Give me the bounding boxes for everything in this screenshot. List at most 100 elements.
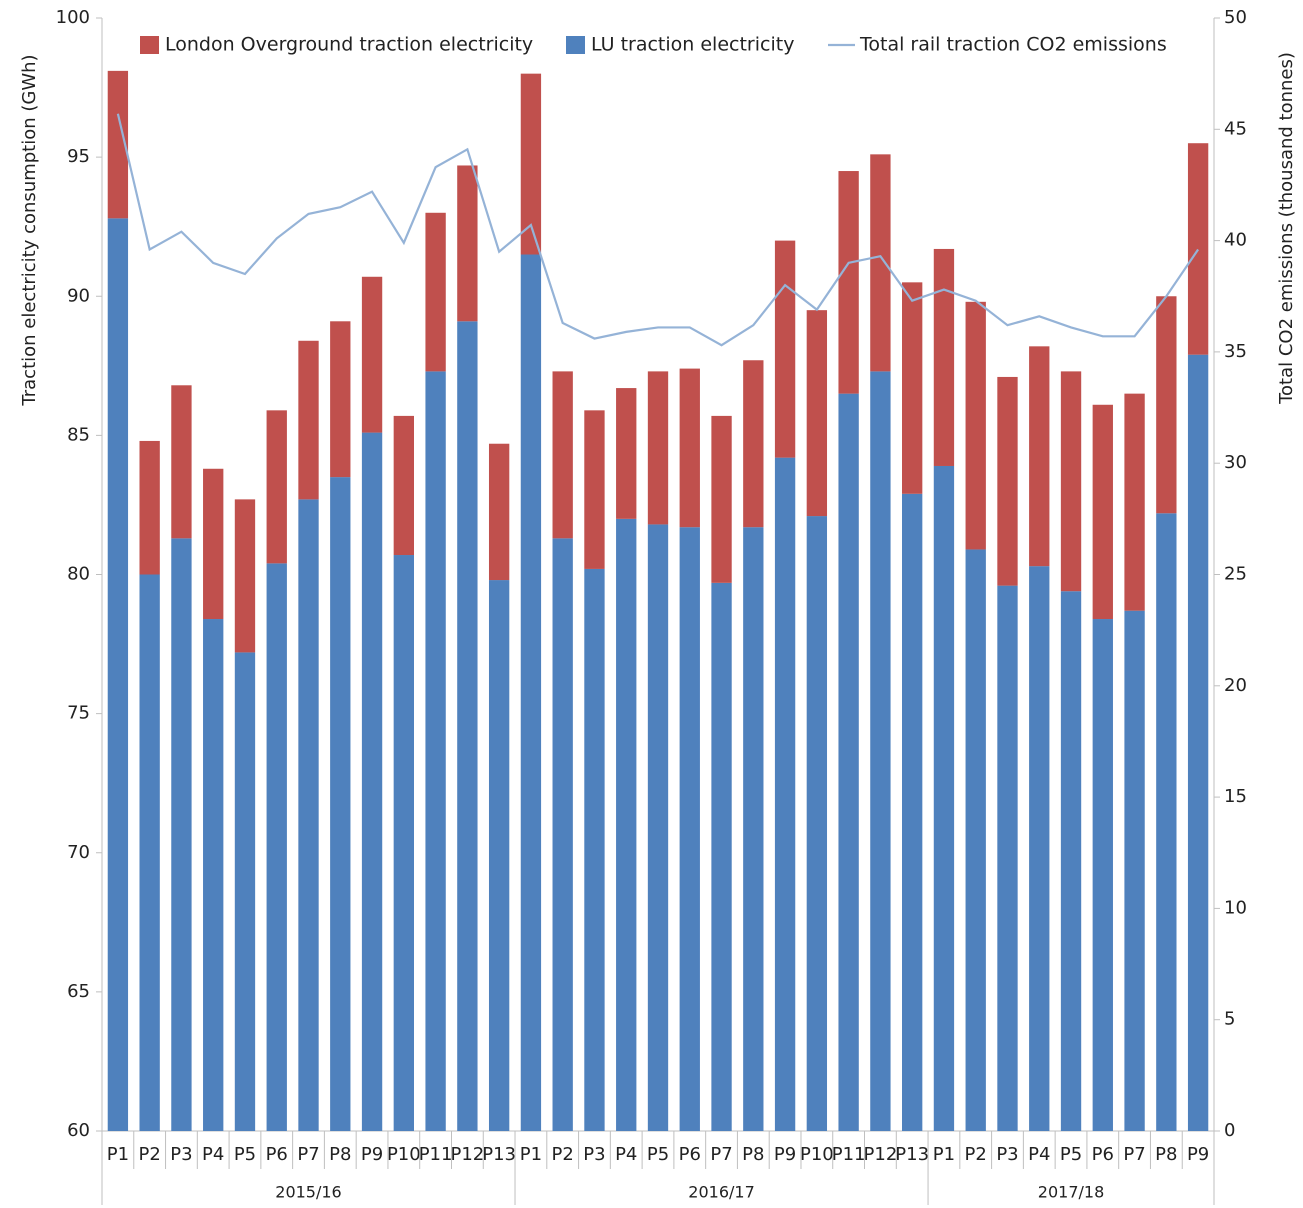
- bar: [774, 457, 796, 1131]
- bar: [552, 538, 573, 1131]
- bar: [107, 70, 129, 219]
- x-tick-label: P1: [933, 1144, 955, 1165]
- bar: [870, 154, 891, 372]
- y-axis-title: Traction electricity consumption (GWh): [19, 54, 40, 406]
- y-tick-label: 60: [67, 1120, 90, 1141]
- x-tick-label: P11: [832, 1144, 866, 1165]
- x-tick-label: P13: [482, 1144, 516, 1165]
- x-tick-label: P3: [996, 1144, 1018, 1165]
- x-tick-label: P5: [1060, 1144, 1082, 1165]
- bar: [1029, 346, 1050, 567]
- bar: [933, 248, 955, 466]
- bar: [933, 465, 955, 1131]
- bar: [584, 410, 605, 569]
- bar: [997, 376, 1018, 586]
- bar: [902, 282, 923, 494]
- bar: [584, 568, 605, 1131]
- bar: [1092, 404, 1113, 620]
- bar: [965, 549, 986, 1131]
- y-tick-label: 90: [67, 285, 90, 306]
- y2-tick-label: 30: [1224, 452, 1247, 473]
- x-tick-label: P10: [800, 1144, 834, 1165]
- bar: [552, 371, 573, 539]
- x-tick-label: P7: [710, 1144, 732, 1165]
- x-tick-label: P3: [170, 1144, 192, 1165]
- x-tick-label: P11: [419, 1144, 453, 1165]
- legend-swatch: [140, 36, 159, 54]
- x-tick-label: P6: [679, 1144, 701, 1165]
- x-tick-label: P3: [583, 1144, 605, 1165]
- x-tick-label: P12: [450, 1144, 484, 1165]
- x-tick-label: P2: [965, 1144, 987, 1165]
- bar: [330, 477, 351, 1131]
- legend-label: LU traction electricity: [591, 34, 794, 56]
- y2-tick-label: 5: [1224, 1009, 1235, 1030]
- bar: [838, 393, 859, 1131]
- bar: [711, 415, 732, 583]
- y2-tick-label: 0: [1224, 1120, 1235, 1141]
- bar: [425, 212, 446, 372]
- x-tick-label: P5: [234, 1144, 256, 1165]
- bar: [298, 499, 319, 1131]
- x-tick-label: P8: [742, 1144, 764, 1165]
- legend-label: London Overground traction electricity: [165, 34, 533, 56]
- bar: [1092, 619, 1113, 1131]
- y-tick-label: 70: [67, 842, 90, 863]
- bar: [743, 527, 764, 1131]
- group-label: 2016/17: [688, 1183, 754, 1202]
- x-tick-label: P1: [107, 1144, 129, 1165]
- y2-axis-title: Total CO2 emissions (thousand tonnes): [1276, 52, 1297, 405]
- bar: [965, 301, 986, 550]
- y2-tick-label: 25: [1224, 564, 1247, 585]
- bar: [425, 371, 446, 1131]
- x-tick-label: P8: [1155, 1144, 1177, 1165]
- y2-tick-label: 50: [1224, 7, 1247, 28]
- bar: [616, 388, 637, 519]
- x-tick-label: P4: [1028, 1144, 1050, 1165]
- bar: [139, 574, 160, 1131]
- x-tick-label: P10: [387, 1144, 421, 1165]
- bar: [1187, 143, 1209, 355]
- bar: [393, 415, 414, 556]
- bar: [139, 440, 160, 575]
- bar: [806, 310, 828, 517]
- x-tick-label: P1: [520, 1144, 542, 1165]
- bar: [616, 518, 637, 1131]
- x-tick-label: P2: [139, 1144, 161, 1165]
- bar: [1124, 393, 1145, 611]
- legend-swatch: [566, 36, 585, 54]
- bar: [488, 443, 510, 581]
- bar: [1156, 296, 1177, 514]
- bar: [203, 619, 224, 1131]
- bar: [457, 321, 478, 1132]
- bar: [679, 527, 700, 1131]
- bar: [679, 368, 700, 528]
- y-tick-label: 95: [67, 146, 90, 167]
- x-tick-label: P4: [202, 1144, 224, 1165]
- x-tick-label: P9: [361, 1144, 383, 1165]
- x-tick-label: P4: [615, 1144, 637, 1165]
- bar: [234, 499, 256, 653]
- bar: [1124, 610, 1145, 1131]
- bar: [1156, 513, 1177, 1131]
- bar: [774, 240, 796, 458]
- bar: [107, 218, 129, 1132]
- bar: [1060, 371, 1082, 592]
- y2-tick-label: 45: [1224, 118, 1247, 139]
- bar: [393, 555, 414, 1131]
- line-series: [116, 113, 1200, 347]
- y-tick-label: 85: [67, 424, 90, 445]
- bar: [647, 371, 669, 525]
- bar: [171, 385, 192, 539]
- bar: [902, 493, 923, 1131]
- bar: [838, 171, 859, 394]
- group-label: 2015/16: [275, 1183, 341, 1202]
- bar: [1029, 566, 1050, 1131]
- x-tick-label: P12: [864, 1144, 898, 1165]
- x-tick-label: P6: [266, 1144, 288, 1165]
- legend-label: Total rail traction CO2 emissions: [859, 34, 1167, 56]
- bar: [806, 516, 828, 1131]
- bar: [520, 254, 542, 1131]
- x-tick-label: P13: [895, 1144, 929, 1165]
